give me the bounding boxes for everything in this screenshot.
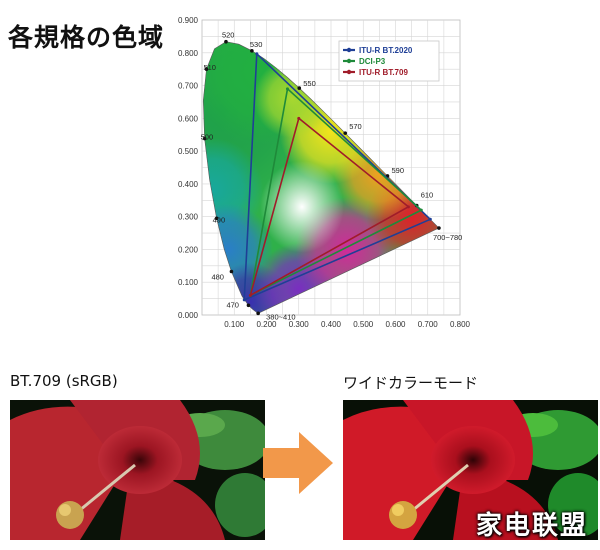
gamut-vertex: [406, 205, 410, 209]
y-tick-label: 0.500: [178, 147, 199, 156]
x-tick-label: 0.600: [385, 320, 406, 329]
gamut-vertex: [285, 87, 289, 91]
spectral-locus: [202, 41, 440, 314]
x-tick-label: 0.500: [353, 320, 374, 329]
gamut-triangle: [249, 88, 423, 297]
y-tick-label: 0.000: [178, 311, 199, 320]
gamut-vertex: [297, 116, 301, 120]
cie-chromaticity-chart: 380~410 470 480 490 500 510 520 530 550 570 590 610…: [178, 16, 470, 329]
gamut-triangle: [249, 117, 410, 297]
wavelength-dot: [256, 311, 260, 316]
wavelength-label: 570: [349, 122, 362, 131]
wavelength-dot: [297, 86, 302, 90]
x-tick-label: 0.700: [418, 320, 439, 329]
bt709-caption: BT.709 (sRGB): [10, 372, 118, 390]
gamut-vertex: [428, 217, 432, 221]
wavelength-dot: [204, 67, 209, 71]
legend-label: ITU-R BT.709: [359, 68, 408, 77]
wavelength-label: 480: [211, 273, 224, 282]
wavelength-dot: [214, 216, 219, 221]
wavelength-label: 610: [421, 191, 434, 200]
x-tick-label: 0.800: [450, 320, 470, 329]
x-tick-label: 0.300: [289, 320, 310, 329]
wavelength-label: 530: [250, 40, 263, 49]
legend-marker: [346, 69, 352, 75]
wavelength-dot: [229, 269, 234, 274]
x-tick-label: 0.100: [224, 320, 245, 329]
wavelength-label: 500: [201, 133, 214, 142]
y-tick-label: 0.800: [178, 49, 199, 58]
gamut-vertex: [255, 52, 259, 56]
wavelength-label: 490: [213, 215, 226, 224]
legend-label: ITU-R BT.2020: [359, 46, 413, 55]
y-tick-label: 0.200: [178, 245, 199, 254]
y-tick-label: 0.900: [178, 16, 199, 25]
y-tick-label: 0.300: [178, 213, 199, 222]
wavelength-label: 510: [203, 63, 216, 72]
x-tick-label: 0.400: [321, 320, 342, 329]
hibiscus-photo-wide-color: [343, 400, 598, 540]
gamut-vertex: [419, 208, 423, 212]
wavelength-label: 550: [303, 79, 316, 88]
legend-marker: [346, 58, 352, 64]
hibiscus-photo-bt709: [10, 400, 265, 540]
wavelength-label: 470: [226, 300, 239, 309]
wavelength-label: 520: [222, 31, 235, 40]
gamut-vertex: [248, 293, 252, 297]
wavelength-dot: [202, 136, 207, 141]
wavelength-label: 700~780: [433, 233, 462, 242]
wavelength-marks: 380~410 470 480 490 500 510 520 530 550 570 590 610…: [201, 31, 463, 322]
gamut-triangle: [243, 52, 432, 301]
x-axis-ticks: 0.100 0.200 0.300 0.400 0.500 0.600 0.700 0.800: [224, 320, 470, 329]
arrow-right-icon: [263, 432, 333, 494]
page-title: 各規格の色域: [8, 23, 165, 52]
gamut-vertex: [242, 298, 246, 302]
wavelength-dot: [343, 131, 348, 135]
legend-box: [338, 40, 440, 82]
y-tick-label: 0.400: [178, 180, 199, 189]
chart-legend: ITU-R BT.2020 DCI-P3 ITU-R BT.709: [338, 40, 440, 82]
wavelength-label: 590: [392, 166, 405, 175]
x-tick-label: 0.200: [256, 320, 277, 329]
wavelength-dot: [246, 303, 251, 308]
y-tick-label: 0.600: [178, 114, 199, 123]
wavelength-dot: [224, 39, 228, 44]
wavelength-dot: [250, 49, 254, 53]
wavelength-label: 380~410: [266, 312, 295, 321]
watermark-logo: 家电联盟: [475, 511, 588, 541]
gamut-triangles: [242, 52, 432, 302]
wide-color-caption: ワイドカラーモード: [343, 374, 479, 392]
legend-label: DCI-P3: [359, 57, 386, 66]
y-axis-ticks: 0.000 0.100 0.200 0.300 0.400 0.500 0.600 0.700…: [178, 16, 199, 320]
legend-marker: [346, 47, 352, 53]
wavelength-dot: [437, 226, 441, 230]
y-tick-label: 0.700: [178, 82, 199, 91]
y-tick-label: 0.100: [178, 278, 199, 287]
